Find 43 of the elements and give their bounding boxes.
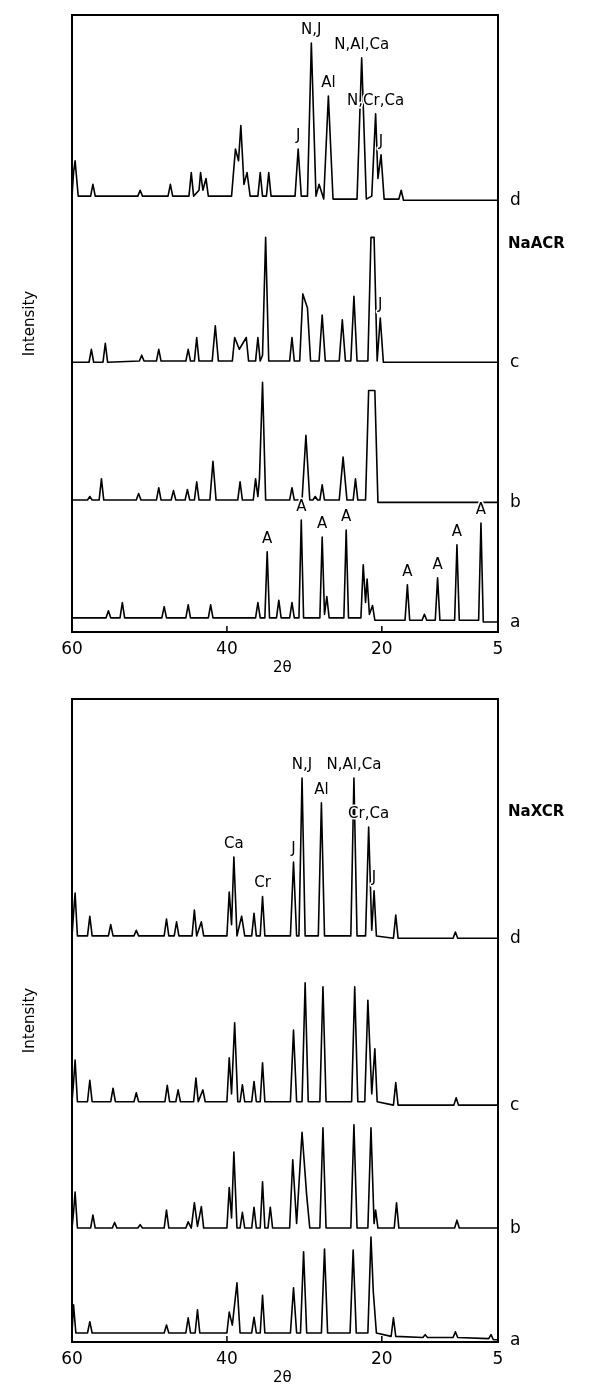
series-label: b: [510, 491, 521, 512]
annotation: Al: [314, 779, 329, 798]
series-label: c: [510, 1094, 520, 1115]
x-tick-label: 20: [371, 1348, 393, 1368]
annotation: A: [341, 507, 353, 526]
annotation: N,J: [301, 20, 322, 38]
x-tick-label: 40: [216, 1348, 238, 1368]
text: NaACR: [508, 234, 566, 252]
annotation: A: [432, 554, 444, 573]
annotation: J: [377, 131, 384, 150]
annotation: A: [451, 521, 463, 540]
y-axis-title: Intensity: [20, 290, 38, 357]
series-label: b: [510, 1217, 521, 1238]
series-label: a: [510, 610, 521, 631]
annotation: N,J: [291, 755, 313, 773]
annotation: A: [402, 561, 414, 580]
series-label: d: [510, 927, 521, 948]
x-tick-label: 20: [371, 638, 393, 658]
annotation: A: [475, 500, 487, 519]
annotation: A: [262, 528, 274, 547]
series-label: c: [510, 351, 520, 372]
annotation: Ca: [224, 833, 244, 852]
x-axis-title: 2θ: [273, 1368, 292, 1386]
annotation: Al: [321, 73, 336, 92]
annotation: J: [294, 126, 301, 145]
x-tick-label: 40: [216, 638, 238, 658]
x-tick-label: 5: [492, 1348, 504, 1368]
annotation: Cr: [254, 873, 272, 892]
annotation: N,Al,Ca: [326, 755, 382, 773]
y-axis-title: Intensity: [20, 987, 38, 1054]
annotation: A: [317, 514, 329, 533]
annotation: A: [296, 497, 308, 516]
annotation: J: [370, 867, 377, 886]
x-axis-title: 2θ: [273, 658, 292, 676]
text: NaXCR: [508, 802, 565, 820]
series-label: a: [510, 1328, 521, 1349]
series-label: d: [510, 189, 521, 210]
annotation: N,Al,Ca: [334, 34, 390, 53]
x-tick-label: 60: [61, 638, 83, 658]
x-tick-label: 60: [61, 1348, 83, 1368]
annotation: J: [290, 839, 296, 858]
annotation: J: [377, 295, 383, 314]
x-tick-label: 5: [492, 638, 504, 658]
